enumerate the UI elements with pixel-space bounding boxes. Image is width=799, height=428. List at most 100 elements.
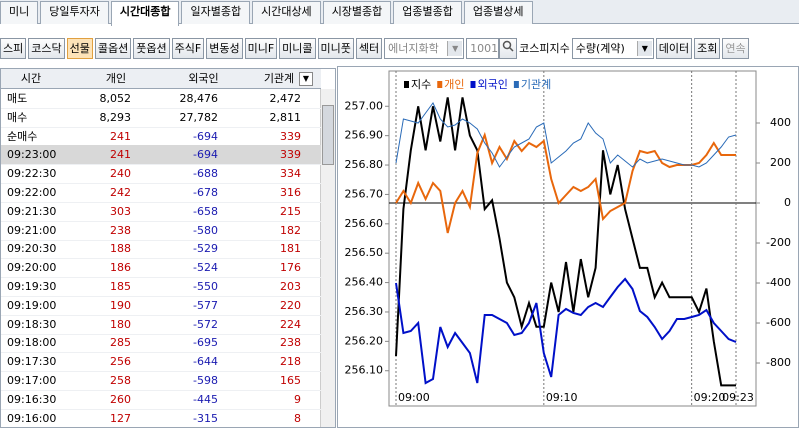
legend-label: 지수 xyxy=(411,78,431,91)
market-button[interactable]: 선물 xyxy=(66,37,93,59)
table-row[interactable]: 09:21:00 238 -580 182 xyxy=(1,221,321,241)
search-button[interactable] xyxy=(499,37,518,59)
table-cell: 09:19:30 xyxy=(7,280,57,293)
table-cell: 182 xyxy=(280,223,301,237)
code-input[interactable]: 1001 xyxy=(466,37,500,59)
continue-button[interactable]: 연속 xyxy=(722,37,749,59)
table-row[interactable]: 09:16:30 260 -445 9 xyxy=(1,390,321,410)
table-row[interactable]: 09:18:30 180 -572 224 xyxy=(1,315,321,335)
tab[interactable]: 업종별종합 xyxy=(393,1,462,24)
table-cell: 8,293 xyxy=(99,110,132,124)
tab[interactable]: 미니 xyxy=(0,1,39,24)
table-cell: 339 xyxy=(280,129,301,143)
table-cell: 185 xyxy=(110,280,131,293)
table-cell: 176 xyxy=(280,261,301,275)
table-cell: 240 xyxy=(110,167,131,181)
table-row[interactable]: 09:22:30 240 -688 334 xyxy=(1,164,321,185)
market-button[interactable]: 미니풋 xyxy=(317,37,354,59)
table-row[interactable]: 09:20:30 188 -529 181 xyxy=(1,239,321,260)
tab[interactable]: 당일투자자 xyxy=(40,1,109,24)
data-button[interactable]: 데이터 xyxy=(655,37,693,59)
table-header: 시간 개인 외국인 기관계 ▼ xyxy=(1,69,321,89)
table-cell: 09:16:30 xyxy=(7,392,57,406)
table-row[interactable]: 09:19:00 190 -577 220 xyxy=(1,296,321,316)
query-button[interactable]: 조회 xyxy=(694,37,721,59)
table-row[interactable]: 매도 8,052 28,476 2,472 xyxy=(1,89,321,109)
market-button[interactable]: 변동성 xyxy=(206,37,243,59)
tab[interactable]: 시장별종합 xyxy=(322,1,392,24)
market-button[interactable]: 미니콜 xyxy=(279,37,316,59)
table-cell: 220 xyxy=(280,298,301,312)
header-cell: 기관계 xyxy=(263,72,295,85)
table-row[interactable]: 매수 8,293 27,782 2,811 xyxy=(1,108,321,128)
table-cell: 09:17:00 xyxy=(7,374,57,387)
y2-tick-label: -400 xyxy=(766,276,791,289)
tab[interactable]: 업종별상세 xyxy=(463,1,533,24)
table-cell: 09:17:30 xyxy=(7,355,57,369)
legend-label: 기관계 xyxy=(521,78,551,91)
series-line xyxy=(395,97,736,387)
legend-label: 외국인 xyxy=(478,78,508,91)
unit-select[interactable]: 수량(계약) ▼ xyxy=(571,37,654,59)
sector-text: 에너지화학 xyxy=(388,41,439,55)
y-tick-label: 256.80 xyxy=(345,158,384,171)
table-row[interactable]: 09:16:00 127 -315 8 xyxy=(1,409,321,427)
y-tick-label: 256.10 xyxy=(345,364,384,377)
legend-swatch xyxy=(470,81,476,88)
search-icon xyxy=(502,40,514,52)
table-row[interactable]: 09:23:00 241 -694 339 xyxy=(1,145,321,166)
table-cell: 203 xyxy=(280,280,301,293)
investor-table: 시간 개인 외국인 기관계 ▼ 매도 8,052 28,476 2,472 매수 8,293 27,7… xyxy=(0,68,336,428)
table-cell: 285 xyxy=(110,336,131,350)
tab[interactable]: 시간대종합 xyxy=(110,1,180,26)
y-tick-label: 256.20 xyxy=(345,334,384,347)
market-button[interactable]: 콜옵션 xyxy=(94,37,132,59)
market-button[interactable]: 풋옵션 xyxy=(133,37,170,59)
table-cell: 09:22:30 xyxy=(7,167,57,181)
table-row[interactable]: 09:21:30 303 -658 215 xyxy=(1,202,321,222)
tab-bar: 미니 당일투자자 시간대종합 일자별종합 시간대상세 시장별종합 업종별종합 업… xyxy=(0,0,799,26)
sector-select[interactable]: 에너지화학 ▼ xyxy=(384,37,465,59)
market-button[interactable]: 섹터 xyxy=(355,37,383,59)
legend-swatch xyxy=(437,81,443,88)
header-cell: 외국인 xyxy=(188,72,219,85)
table-cell: -550 xyxy=(193,280,218,293)
table-cell: 190 xyxy=(110,298,131,312)
market-button[interactable]: 코스닥 xyxy=(28,37,65,59)
table-cell: -644 xyxy=(193,355,218,369)
plot-frame xyxy=(388,70,757,407)
table-cell: 8 xyxy=(294,411,301,425)
table-cell: 334 xyxy=(280,167,301,181)
table-row[interactable]: 09:22:00 242 -678 316 xyxy=(1,183,321,203)
x-tick-label: 09:23 xyxy=(722,391,754,404)
tab[interactable]: 일자별종합 xyxy=(181,1,251,24)
scroll-thumb[interactable] xyxy=(322,105,334,165)
table-cell: -572 xyxy=(193,317,218,331)
series-line xyxy=(395,277,737,385)
y2-tick-label: 200 xyxy=(770,156,791,169)
market-button[interactable]: 주식F xyxy=(171,37,205,59)
table-cell: 180 xyxy=(110,317,131,331)
table-cell: 09:21:30 xyxy=(7,204,57,218)
table-cell: -598 xyxy=(193,374,218,387)
table-cell: 238 xyxy=(110,223,131,237)
table-row[interactable]: 09:18:00 285 -695 238 xyxy=(1,333,321,354)
market-button[interactable]: 미니F xyxy=(244,37,278,59)
table-row[interactable]: 09:17:00 258 -598 165 xyxy=(1,371,321,391)
table-row[interactable]: 순매수 241 -694 339 xyxy=(1,127,321,147)
table-cell: -529 xyxy=(193,242,218,256)
y-tick-label: 256.30 xyxy=(345,305,384,318)
y2-tick-label: -600 xyxy=(766,316,791,329)
table-cell: -695 xyxy=(193,336,218,350)
table-cell: 8,052 xyxy=(99,92,132,105)
table-row[interactable]: 09:20:00 186 -524 176 xyxy=(1,258,321,279)
market-button[interactable]: 스피 xyxy=(0,37,27,59)
table-cell: -694 xyxy=(193,148,218,162)
scrollbar[interactable] xyxy=(320,89,335,427)
table-cell: 28,476 xyxy=(179,92,219,105)
table-cell: 238 xyxy=(280,336,301,350)
table-row[interactable]: 09:19:30 185 -550 203 xyxy=(1,277,321,297)
table-row[interactable]: 09:17:30 256 -644 218 xyxy=(1,352,321,373)
tab[interactable]: 시간대상세 xyxy=(252,1,321,24)
